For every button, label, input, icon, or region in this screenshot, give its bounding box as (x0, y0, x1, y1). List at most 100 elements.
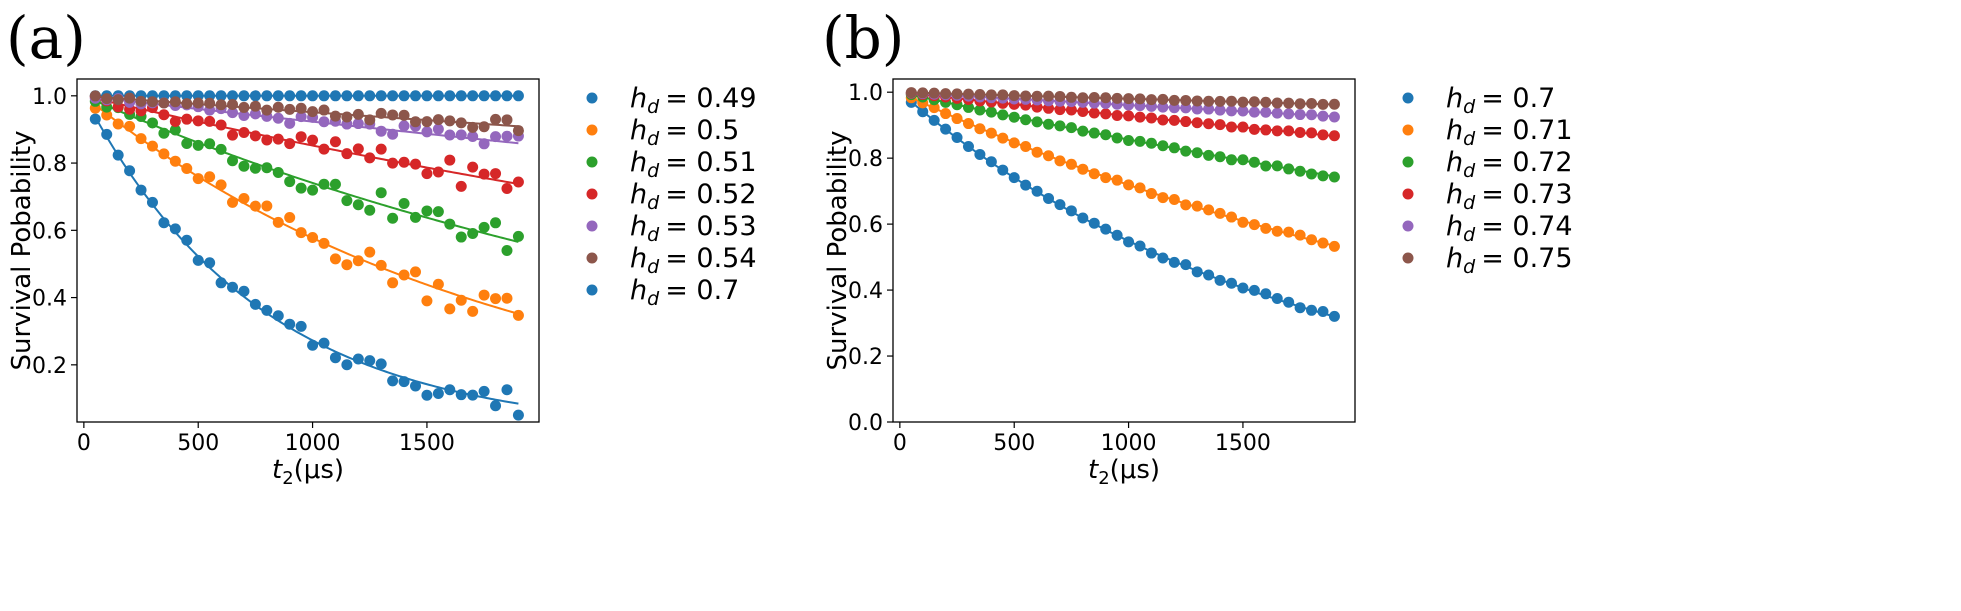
data-point (512, 409, 524, 421)
data-point (169, 115, 181, 127)
fit-line (910, 96, 1335, 247)
y-tick-label: 0.0 (848, 411, 883, 436)
data-point (501, 183, 513, 195)
data-point (1088, 127, 1100, 139)
data-point (1191, 266, 1203, 278)
data-point (215, 277, 227, 289)
legend-item: hd = 0.5 (586, 115, 739, 150)
legend-item: hd = 0.74 (1402, 211, 1573, 246)
data-point (284, 103, 296, 115)
data-point (227, 99, 239, 110)
data-point (192, 139, 204, 151)
data-point (1123, 236, 1135, 248)
data-point (295, 131, 307, 143)
data-point (1260, 222, 1272, 234)
data-point (249, 298, 261, 310)
data-point (455, 129, 467, 141)
data-point (181, 137, 193, 149)
data-point (295, 182, 307, 194)
data-point (1328, 98, 1340, 110)
data-point (89, 113, 101, 125)
data-point (375, 90, 387, 102)
data-point (985, 89, 997, 101)
data-point (410, 116, 421, 128)
legend-item: hd = 0.71 (1402, 115, 1573, 150)
data-point (1123, 179, 1135, 191)
data-point (146, 196, 158, 208)
data-point (501, 384, 513, 396)
panel-label: (a) (6, 4, 86, 72)
data-point (1203, 103, 1215, 115)
data-point (467, 227, 479, 239)
data-point (974, 123, 986, 135)
data-point (261, 304, 273, 316)
data-point (387, 109, 399, 121)
data-point (1168, 142, 1180, 154)
data-point (387, 157, 399, 169)
data-point (1145, 247, 1157, 259)
data-point (1065, 205, 1077, 217)
data-point (1283, 163, 1295, 175)
data-point (1226, 154, 1237, 166)
legend-item: hd = 0.53 (586, 211, 757, 246)
legend-marker (586, 220, 598, 232)
data-point (1100, 129, 1112, 141)
data-point (478, 221, 490, 233)
data-point (169, 223, 181, 235)
data-point (1260, 160, 1272, 172)
data-point (387, 212, 399, 224)
data-point (329, 352, 341, 364)
data-point (1065, 104, 1077, 116)
data-point (501, 130, 513, 142)
data-point (1168, 256, 1180, 268)
x-tick-label: 1000 (285, 431, 341, 456)
data-point (444, 384, 456, 396)
data-point (364, 204, 376, 216)
data-point (490, 90, 502, 102)
data-point (364, 355, 376, 367)
data-point (238, 193, 250, 205)
data-point (295, 102, 307, 114)
data-point (318, 104, 330, 116)
data-point (1077, 106, 1089, 118)
data-point (1054, 199, 1066, 211)
data-point (478, 168, 490, 180)
legend-label: hd = 0.74 (1446, 211, 1573, 246)
data-point (238, 90, 250, 102)
data-point (1237, 121, 1249, 133)
data-point (1328, 240, 1340, 252)
data-point (928, 87, 940, 99)
data-point (341, 148, 353, 160)
legend-marker (1402, 92, 1414, 104)
data-point (997, 89, 1009, 101)
data-point (1214, 207, 1226, 219)
data-point (1294, 302, 1306, 314)
legend-marker (1402, 220, 1414, 232)
data-point (158, 109, 170, 121)
data-point (1248, 219, 1260, 231)
data-point (204, 171, 216, 183)
data-point (444, 90, 456, 102)
data-point (398, 109, 410, 121)
data-point (1168, 94, 1180, 106)
data-point (272, 310, 284, 322)
data-point (375, 143, 387, 155)
data-point (284, 211, 296, 223)
data-point (364, 246, 376, 258)
data-point (1260, 96, 1272, 108)
data-point (398, 156, 410, 168)
data-point (1065, 91, 1077, 103)
data-point (261, 90, 273, 102)
data-point (227, 196, 239, 208)
data-point (1180, 145, 1192, 157)
data-point (352, 199, 364, 211)
data-point (1043, 192, 1055, 204)
x-tick-label: 1000 (1101, 431, 1157, 456)
data-point (1203, 149, 1215, 161)
data-point (1317, 237, 1329, 249)
data-point (261, 162, 273, 174)
data-point (204, 115, 216, 127)
data-point (490, 168, 502, 180)
data-point (512, 125, 524, 137)
data-point (1191, 147, 1203, 159)
